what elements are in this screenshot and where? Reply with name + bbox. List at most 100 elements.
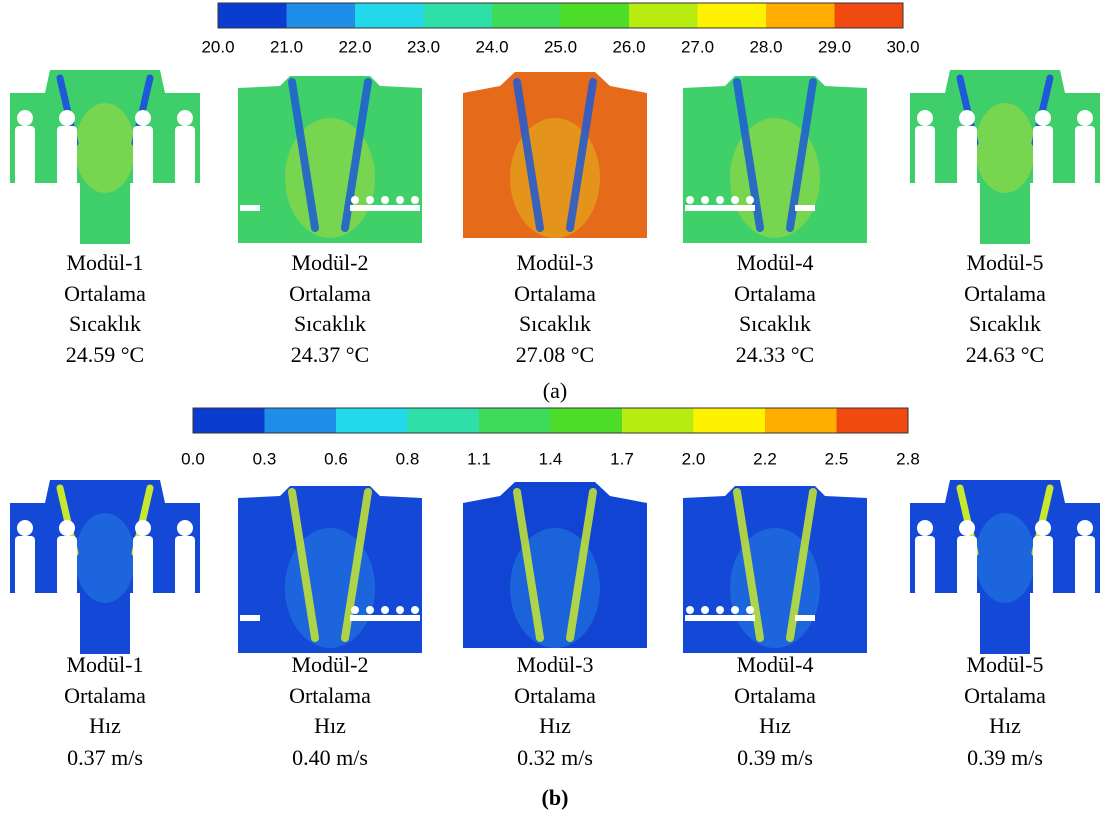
domain [683,486,867,653]
module-value: 0.40 m/s [292,745,368,770]
module-caption: Sıcaklık [69,311,141,336]
colorbar-tick-label: 0.8 [396,449,420,468]
colorbar-swatch [622,408,694,433]
person-cutout [59,520,75,536]
jet [513,488,544,642]
domain [463,72,647,238]
module-caption: Sıcaklık [969,311,1041,336]
colorbar-tick-label: 1.4 [539,449,563,468]
region [975,103,1035,193]
colorbar-tick-label: 21.0 [270,37,303,56]
head-cutout [746,196,754,204]
module-name: Modül-4 [737,652,814,677]
colorbar-swatch [336,408,408,433]
module-caption: Hız [539,713,571,738]
region [75,513,135,603]
head-cutout [366,606,374,614]
module-name: Modül-3 [517,250,594,275]
module-value: 0.39 m/s [737,745,813,770]
module-caption: Sıcaklık [294,311,366,336]
head-cutout [411,606,419,614]
jet [513,78,544,232]
head-cutout [396,606,404,614]
contour-plot [238,486,422,653]
colorbar-tick-label: 2.5 [825,449,849,468]
person-cutout [957,536,977,596]
module-value: 27.08 °C [516,342,594,367]
person-cutout [15,536,35,596]
panel-label: (b) [542,785,569,810]
module-caption: Ortalama [734,281,816,306]
colorbar-swatch [492,3,561,28]
person-cutout [59,110,75,126]
person-cutout [17,110,33,126]
colorbar-swatch [423,3,493,28]
colorbar-tick-label: 20.0 [201,37,234,56]
module-caption: Ortalama [289,281,371,306]
jet [288,488,319,642]
module-value: 0.32 m/s [517,745,593,770]
module-caption: Ortalama [734,683,816,708]
table-cutout [685,205,755,211]
module-name: Modül-4 [737,250,814,275]
module-caption: Ortalama [514,683,596,708]
colorbar-tick-label: 29.0 [818,37,851,56]
domain [10,480,200,654]
module-name: Modül-5 [967,250,1044,275]
colorbar-tick-label: 1.1 [467,449,491,468]
contour-plot [910,70,1100,244]
head-cutout [366,196,374,204]
head-cutout [411,196,419,204]
colorbar-swatch [766,3,835,28]
person-cutout [1035,520,1051,536]
module-name: Modül-2 [292,652,369,677]
person-cutout [15,126,35,186]
colorbar-swatch [834,3,904,28]
region [975,513,1035,603]
person-cutout [917,520,933,536]
module-name: Modül-1 [67,652,144,677]
head-cutout [731,606,739,614]
jet [786,78,817,232]
module-caption: Ortalama [514,281,596,306]
colorbar-swatch [264,408,337,433]
head-cutout [396,196,404,204]
contour-plot [463,482,647,648]
person-cutout [135,520,151,536]
person-cutout [57,536,77,596]
colorbar-tick-label: 30.0 [886,37,919,56]
colorbar-swatch [836,408,909,433]
colorbar-tick-label: 0.0 [181,449,205,468]
colorbar-tick-label: 23.0 [407,37,440,56]
colorbar-swatch [479,408,551,433]
module-value: 24.33 °C [736,342,814,367]
person-cutout [1075,126,1095,186]
module-name: Modül-1 [67,250,144,275]
person-cutout [1033,536,1053,596]
colorbar-swatch [693,408,766,433]
person-cutout [177,520,193,536]
table-cutout [350,615,420,621]
module-caption: Hız [989,713,1021,738]
module-value: 0.39 m/s [967,745,1043,770]
person-cutout [1035,110,1051,126]
person-cutout [917,110,933,126]
module-name: Modül-5 [967,652,1044,677]
person-cutout [133,536,153,596]
colorbar-swatch [407,408,480,433]
domain [463,482,647,648]
table-cutout [685,615,755,621]
person-cutout [175,126,195,186]
domain [910,70,1100,244]
module-value: 24.59 °C [66,342,144,367]
module-caption: Sıcaklık [519,311,591,336]
colorbar-tick-label: 28.0 [749,37,782,56]
module-caption: Ortalama [64,683,146,708]
head-cutout [686,606,694,614]
jet [733,488,764,642]
domain [683,76,867,243]
domain [238,76,422,243]
colorbar-swatch [550,408,623,433]
head-cutout [716,196,724,204]
